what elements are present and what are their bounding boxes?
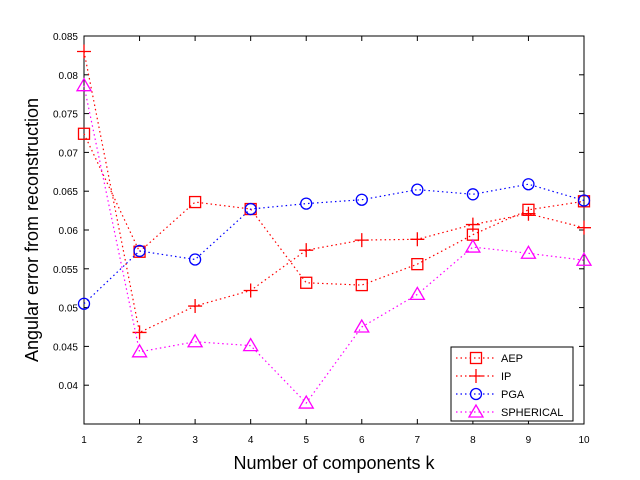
series-layer	[75, 44, 593, 409]
legend-box	[450, 346, 574, 422]
data-point-pga	[244, 202, 257, 216]
data-point-pga	[188, 253, 202, 266]
series-spherical	[75, 77, 593, 409]
data-point-aep	[188, 195, 202, 209]
legend-label-aep: AEP	[501, 353, 523, 365]
data-point-ip	[132, 325, 147, 340]
x-tick-label: 9	[526, 435, 532, 446]
legend-label-spherical: SPHERICAL	[501, 407, 563, 419]
series-ip	[77, 44, 591, 340]
x-tick-label: 1	[81, 435, 87, 446]
data-point-ip	[243, 283, 258, 298]
data-point-ip	[577, 220, 591, 235]
legend-label-ip: IP	[501, 371, 511, 383]
series-pga	[77, 178, 591, 310]
x-tick-label: 10	[578, 435, 590, 446]
y-tick-label: 0.065	[53, 187, 78, 198]
data-point-spherical	[75, 77, 93, 92]
legend-marker-ip	[469, 369, 483, 383]
x-tick-label: 6	[359, 435, 365, 446]
data-point-spherical	[298, 394, 315, 409]
data-point-pga	[522, 178, 535, 191]
data-point-spherical	[242, 337, 259, 352]
data-point-spherical	[186, 333, 204, 348]
x-tick-label: 8	[470, 435, 476, 446]
y-tick-label: 0.075	[53, 110, 78, 121]
data-point-aep	[355, 278, 368, 292]
data-point-pga	[355, 193, 368, 206]
y-axis-label: Angular error from reconstruction	[22, 98, 42, 362]
data-point-aep	[300, 276, 313, 289]
y-tick-label: 0.045	[53, 342, 78, 353]
data-point-spherical	[353, 318, 370, 333]
legend-marker-aep	[469, 351, 483, 365]
data-point-pga	[577, 194, 591, 207]
y-tick-label: 0.07	[59, 148, 79, 159]
x-tick-label: 4	[248, 435, 254, 446]
data-point-pga	[133, 244, 146, 258]
data-point-ip	[299, 243, 314, 258]
data-point-ip	[465, 217, 480, 232]
axis-ticks: 1 2 3 4 5 6 7 8 9 10 0.04 0.045 0.05 0.055 0.06 0.065 0.…	[53, 32, 590, 446]
y-tick-label: 0.08	[59, 71, 79, 82]
data-point-spherical	[464, 238, 482, 253]
x-tick-label: 5	[303, 435, 309, 446]
series-line-aep	[83, 133, 585, 286]
data-point-aep	[77, 127, 91, 140]
y-tick-label: 0.06	[59, 226, 79, 237]
x-tick-label: 7	[415, 435, 421, 446]
data-point-ip	[354, 233, 369, 248]
y-tick-label: 0.055	[53, 265, 78, 276]
data-point-spherical	[131, 343, 148, 358]
legend-marker-pga	[469, 387, 483, 401]
data-point-pga	[77, 297, 91, 310]
y-tick-label: 0.085	[53, 32, 78, 43]
data-point-ip	[188, 299, 203, 314]
data-point-ip	[521, 206, 536, 221]
data-point-pga	[411, 183, 424, 196]
legend: AEP IP PGA SPHERICAL	[450, 346, 574, 422]
x-axis-label: Number of components k	[233, 453, 435, 473]
legend-label-pga: PGA	[501, 389, 525, 401]
legend-marker-spherical	[467, 403, 485, 418]
data-point-aep	[411, 257, 424, 271]
data-point-spherical	[520, 244, 537, 259]
data-point-ip	[77, 44, 91, 59]
data-point-spherical	[409, 286, 426, 301]
data-point-ip	[410, 232, 425, 247]
y-tick-label: 0.04	[59, 381, 79, 392]
data-point-pga	[300, 197, 313, 210]
y-tick-label: 0.05	[59, 304, 79, 315]
data-point-spherical	[575, 251, 593, 266]
data-point-pga	[466, 188, 480, 201]
x-tick-label: 3	[192, 435, 198, 446]
x-tick-label: 2	[137, 435, 143, 446]
series-line-pga	[83, 183, 585, 305]
